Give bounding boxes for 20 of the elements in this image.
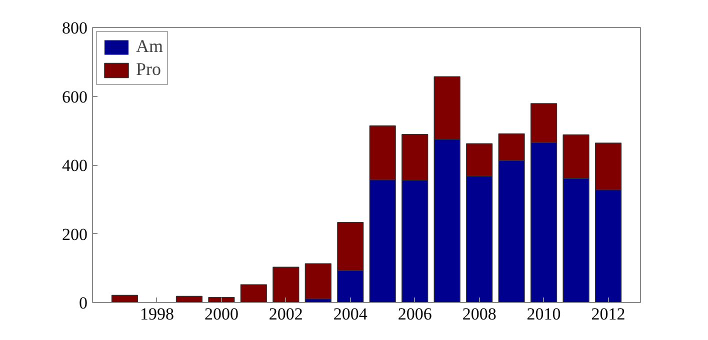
bar [272, 266, 300, 302]
x-tick-label: 2004 [333, 304, 368, 324]
y-tick-label: 600 [62, 87, 88, 106]
legend-label: Am [136, 36, 163, 57]
bar [240, 284, 267, 302]
bar [111, 294, 138, 302]
x-tick-label: 2010 [526, 304, 561, 324]
x-tick-label: 2012 [591, 304, 626, 324]
y-tick-label: 200 [62, 224, 88, 244]
x-tick-label: 2008 [462, 304, 496, 324]
x-tick-label: 2006 [398, 304, 432, 324]
bar [176, 296, 202, 302]
legend-label: Pro [136, 59, 162, 80]
y-tick-label: 800 [62, 18, 88, 38]
x-tick-label: 1998 [140, 304, 174, 324]
x-tick-label: 2002 [268, 304, 303, 324]
y-tick-label: 400 [62, 156, 88, 175]
y-tick-label: 0 [79, 294, 88, 312]
bar [304, 263, 332, 300]
x-tick-label: 2000 [204, 304, 238, 324]
